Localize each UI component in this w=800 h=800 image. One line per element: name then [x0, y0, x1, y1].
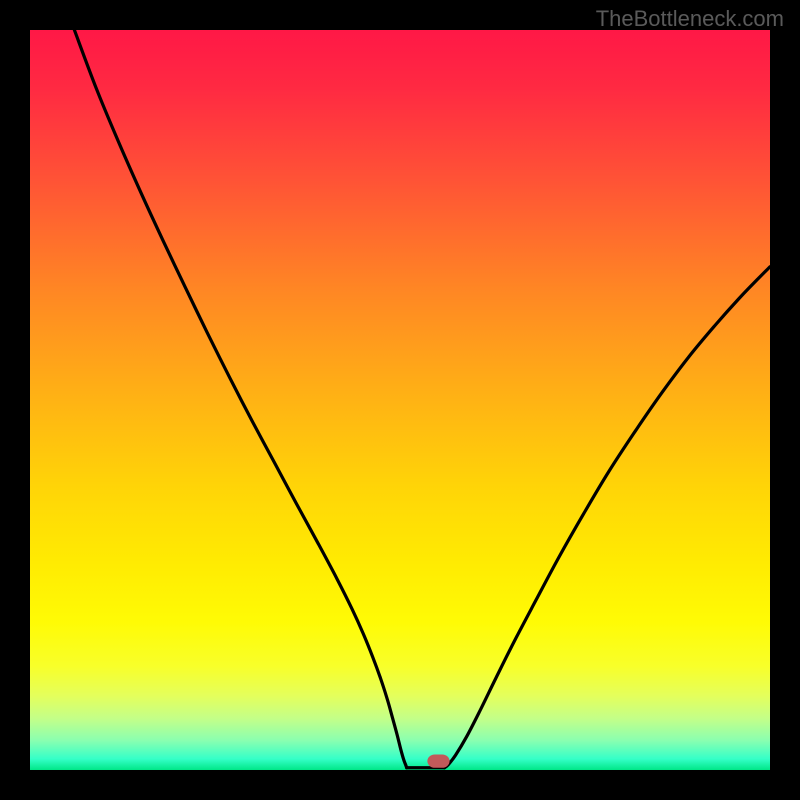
curve-left-branch	[74, 30, 406, 768]
chart-curves-layer	[30, 30, 770, 770]
optimal-marker	[427, 754, 449, 767]
bottleneck-chart	[30, 30, 770, 770]
page-root: TheBottleneck.com	[0, 0, 800, 800]
curve-right-branch	[444, 267, 770, 768]
watermark-text: TheBottleneck.com	[596, 6, 784, 32]
